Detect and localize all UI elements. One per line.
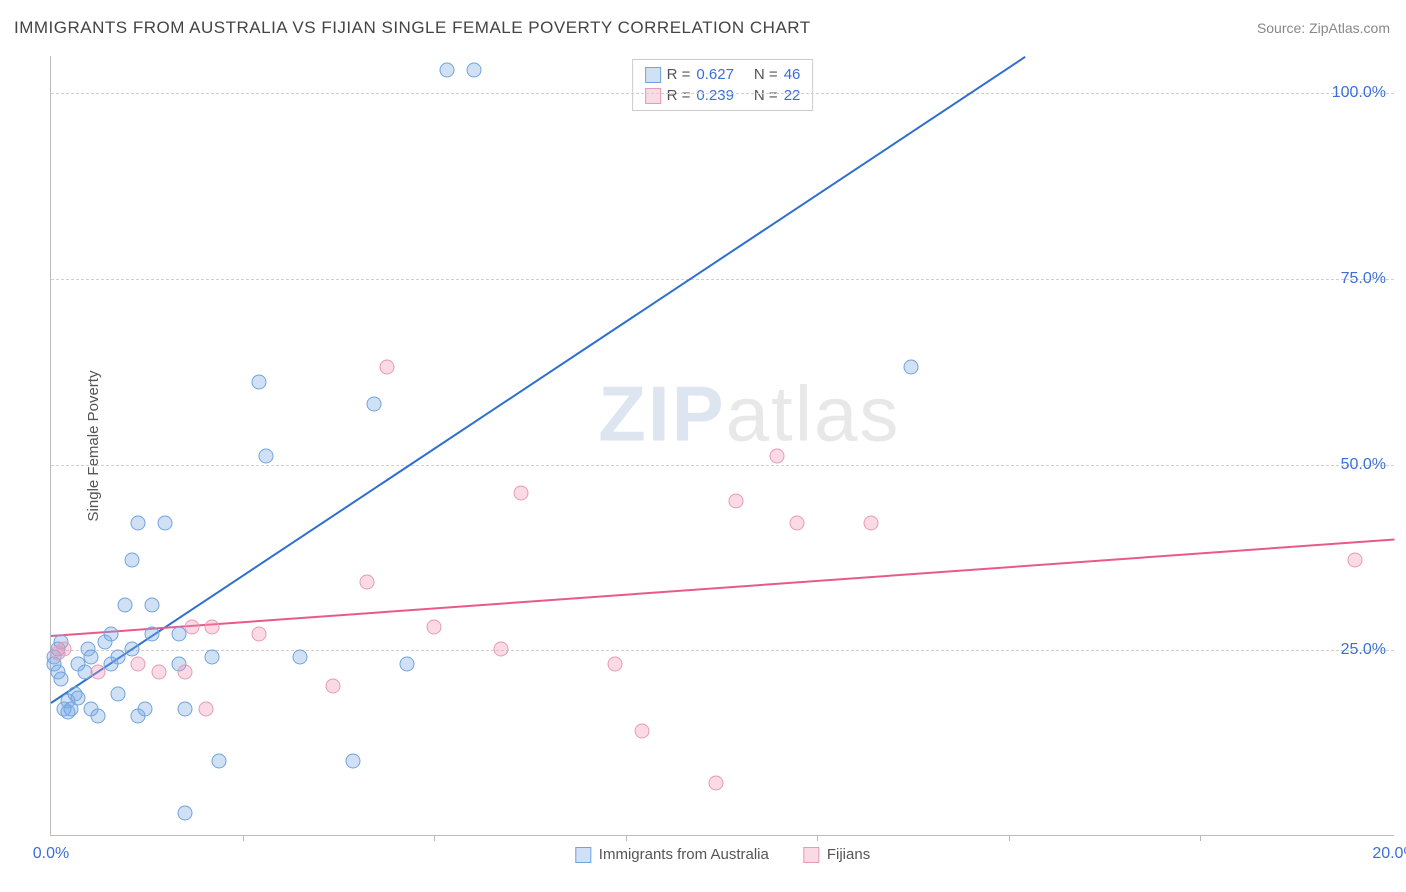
scatter-plot-area: ZIPatlas R = 0.627 N = 46 R = 0.239 N = … [50, 56, 1394, 836]
data-point [70, 690, 85, 705]
x-tick-mark [243, 835, 244, 841]
data-point [427, 620, 442, 635]
data-point [178, 701, 193, 716]
data-point [346, 753, 361, 768]
data-point [171, 627, 186, 642]
legend-swatch [803, 847, 819, 863]
source-attribution: Source: ZipAtlas.com [1257, 20, 1390, 36]
data-point [91, 664, 106, 679]
x-tick-mark [1009, 835, 1010, 841]
data-point [84, 649, 99, 664]
data-point [380, 360, 395, 375]
legend-r-value: 0.627 [696, 66, 734, 83]
data-point [158, 516, 173, 531]
data-point [54, 672, 69, 687]
x-tick-label: 20.0% [1372, 845, 1406, 863]
data-point [400, 657, 415, 672]
data-point [494, 642, 509, 657]
legend-row: R = 0.239 N = 22 [645, 85, 801, 106]
data-point [178, 664, 193, 679]
data-point [205, 620, 220, 635]
data-point [124, 553, 139, 568]
data-point [117, 597, 132, 612]
data-point [608, 657, 623, 672]
legend-swatch [645, 67, 661, 83]
x-tick-mark [626, 835, 627, 841]
data-point [178, 805, 193, 820]
data-point [359, 575, 374, 590]
data-point [91, 709, 106, 724]
data-point [252, 627, 267, 642]
y-tick-label: 25.0% [1341, 641, 1386, 659]
data-point [366, 397, 381, 412]
data-point [111, 649, 126, 664]
x-tick-mark [817, 835, 818, 841]
legend-n-label: N = [754, 87, 778, 104]
series-legend: Immigrants from Australia Fijians [563, 846, 882, 863]
source-value: ZipAtlas.com [1309, 20, 1390, 36]
legend-row: R = 0.627 N = 46 [645, 64, 801, 85]
data-point [514, 486, 529, 501]
chart-title: IMMIGRANTS FROM AUSTRALIA VS FIJIAN SING… [14, 18, 811, 38]
data-point [198, 701, 213, 716]
legend-n-label: N = [754, 66, 778, 83]
data-point [259, 449, 274, 464]
data-point [1347, 553, 1362, 568]
data-point [144, 597, 159, 612]
legend-swatch [575, 847, 591, 863]
watermark: ZIPatlas [598, 369, 900, 460]
data-point [144, 627, 159, 642]
x-tick-label: 0.0% [33, 845, 69, 863]
data-point [292, 649, 307, 664]
legend-series-name: Fijians [827, 846, 870, 863]
y-tick-label: 100.0% [1332, 84, 1386, 102]
data-point [185, 620, 200, 635]
data-point [131, 516, 146, 531]
data-point [863, 516, 878, 531]
legend-r-label: R = [667, 66, 691, 83]
gridline [51, 465, 1394, 466]
gridline [51, 93, 1394, 94]
data-point [326, 679, 341, 694]
data-point [440, 62, 455, 77]
y-tick-label: 50.0% [1341, 456, 1386, 474]
watermark-rest: atlas [726, 370, 901, 458]
legend-n-value: 22 [784, 87, 801, 104]
legend-item: Immigrants from Australia [575, 846, 769, 863]
data-point [789, 516, 804, 531]
y-tick-label: 75.0% [1341, 270, 1386, 288]
data-point [151, 664, 166, 679]
legend-item: Fijians [803, 846, 870, 863]
data-point [57, 642, 72, 657]
data-point [709, 776, 724, 791]
legend-series-name: Immigrants from Australia [599, 846, 769, 863]
gridline [51, 650, 1394, 651]
data-point [131, 657, 146, 672]
legend-r-label: R = [667, 87, 691, 104]
data-point [635, 724, 650, 739]
data-point [467, 62, 482, 77]
data-point [252, 374, 267, 389]
source-label: Source: [1257, 20, 1309, 36]
legend-r-value: 0.239 [696, 87, 734, 104]
legend-n-value: 46 [784, 66, 801, 83]
data-point [124, 642, 139, 657]
data-point [904, 360, 919, 375]
data-point [111, 686, 126, 701]
data-point [205, 649, 220, 664]
x-tick-mark [434, 835, 435, 841]
data-point [729, 493, 744, 508]
data-point [138, 701, 153, 716]
legend-swatch [645, 88, 661, 104]
trend-line [50, 56, 1025, 704]
correlation-legend: R = 0.627 N = 46 R = 0.239 N = 22 [632, 59, 814, 111]
data-point [212, 753, 227, 768]
data-point [769, 449, 784, 464]
data-point [104, 627, 119, 642]
gridline [51, 279, 1394, 280]
watermark-bold: ZIP [598, 370, 725, 458]
trend-line [51, 539, 1395, 638]
x-tick-mark [1200, 835, 1201, 841]
